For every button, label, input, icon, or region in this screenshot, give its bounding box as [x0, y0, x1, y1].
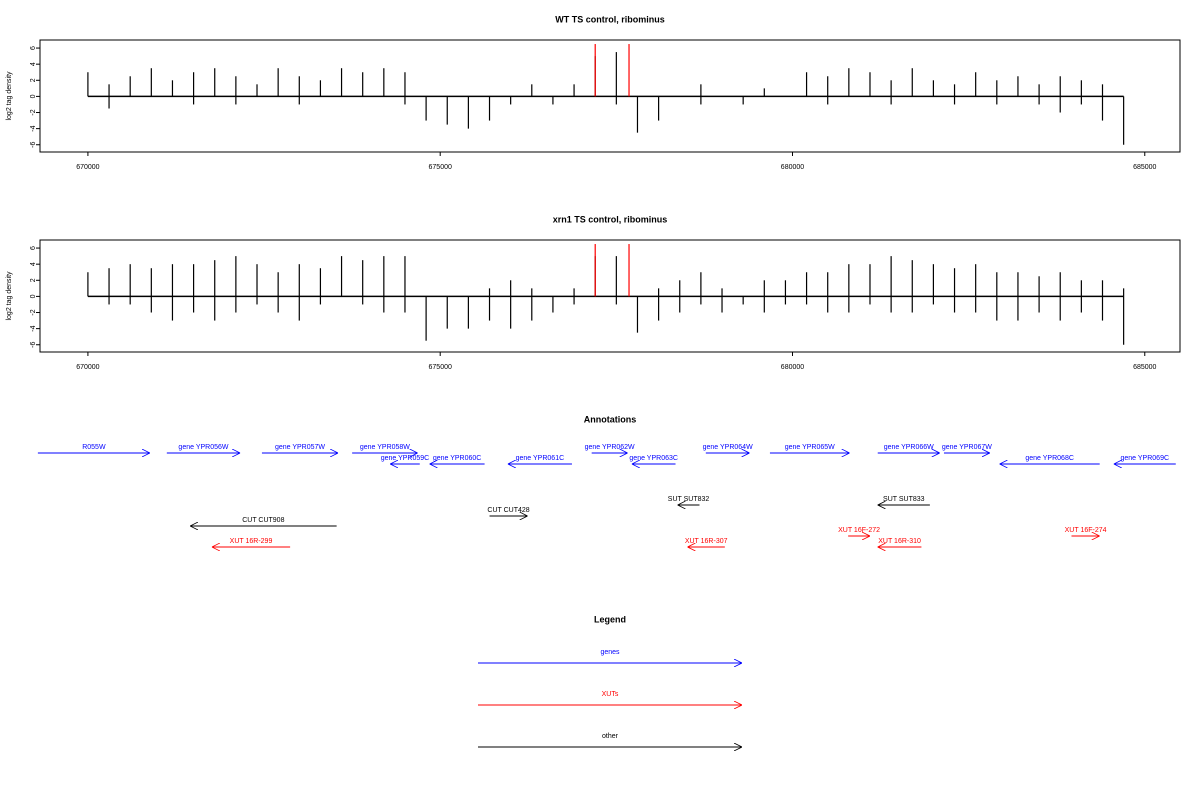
x-tick-label: 685000 [1133, 164, 1156, 171]
y-tick-label: -6 [30, 342, 37, 348]
y-axis-label: log2 tag density [6, 271, 13, 321]
feature-label: gene YPR065W [785, 444, 835, 451]
feature-label: gene YPR069C [1121, 455, 1170, 462]
feature-label: R055W [82, 444, 106, 451]
feature-label: gene YPR058W [360, 444, 410, 451]
y-tick-label: -2 [30, 309, 37, 315]
y-tick-label: 6 [30, 46, 37, 50]
y-tick-label: 2 [30, 78, 37, 82]
feature-label: gene YPR064W [703, 444, 753, 451]
feature-label: gene YPR066W [884, 444, 934, 451]
feature-label: XUT 16R-307 [685, 538, 728, 545]
feature-label: XUT 16F-272 [838, 527, 880, 534]
annotations-title: Annotations [584, 414, 637, 424]
chart-title: xrn1 TS control, ribominus [553, 214, 668, 224]
y-tick-label: 6 [30, 246, 37, 250]
legend-label: genes [600, 649, 620, 656]
feature-label: XUT 16F-274 [1065, 527, 1107, 534]
y-tick-label: 4 [30, 62, 37, 66]
y-tick-label: -2 [30, 109, 37, 115]
y-tick-label: 0 [30, 94, 37, 98]
x-tick-label: 675000 [429, 164, 452, 171]
feature-label: gene YPR063C [629, 455, 678, 462]
feature-label: gene YPR059C [381, 455, 430, 462]
feature-label: gene YPR061C [516, 455, 565, 462]
feature-label: CUT CUT908 [242, 517, 284, 524]
feature-label: CUT CUT428 [487, 507, 529, 514]
x-tick-label: 675000 [429, 364, 452, 371]
x-tick-label: 670000 [76, 364, 99, 371]
feature-label: XUT 16R-310 [878, 538, 921, 545]
y-tick-label: -6 [30, 142, 37, 148]
y-tick-label: -4 [30, 325, 37, 331]
y-tick-label: 0 [30, 294, 37, 298]
feature-label: SUT SUT833 [883, 496, 925, 503]
y-axis-label: log2 tag density [6, 71, 13, 121]
feature-label: gene YPR057W [275, 444, 325, 451]
y-tick-label: 2 [30, 278, 37, 282]
x-tick-label: 680000 [781, 364, 804, 371]
x-tick-label: 685000 [1133, 364, 1156, 371]
feature-label: gene YPR068C [1025, 455, 1074, 462]
feature-label: XUT 16R-299 [230, 538, 273, 545]
chart-title: WT TS control, ribominus [555, 14, 665, 24]
y-tick-label: 4 [30, 262, 37, 266]
feature-label: SUT SUT832 [668, 496, 710, 503]
legend-label: XUTs [602, 691, 619, 698]
legend-label: other [602, 733, 619, 740]
x-tick-label: 680000 [781, 164, 804, 171]
feature-label: gene YPR056W [178, 444, 228, 451]
feature-label: gene YPR067W [942, 444, 992, 451]
x-tick-label: 670000 [76, 164, 99, 171]
legend-title: Legend [594, 614, 626, 624]
feature-label: gene YPR062W [585, 444, 635, 451]
feature-label: gene YPR060C [433, 455, 482, 462]
y-tick-label: -4 [30, 125, 37, 131]
